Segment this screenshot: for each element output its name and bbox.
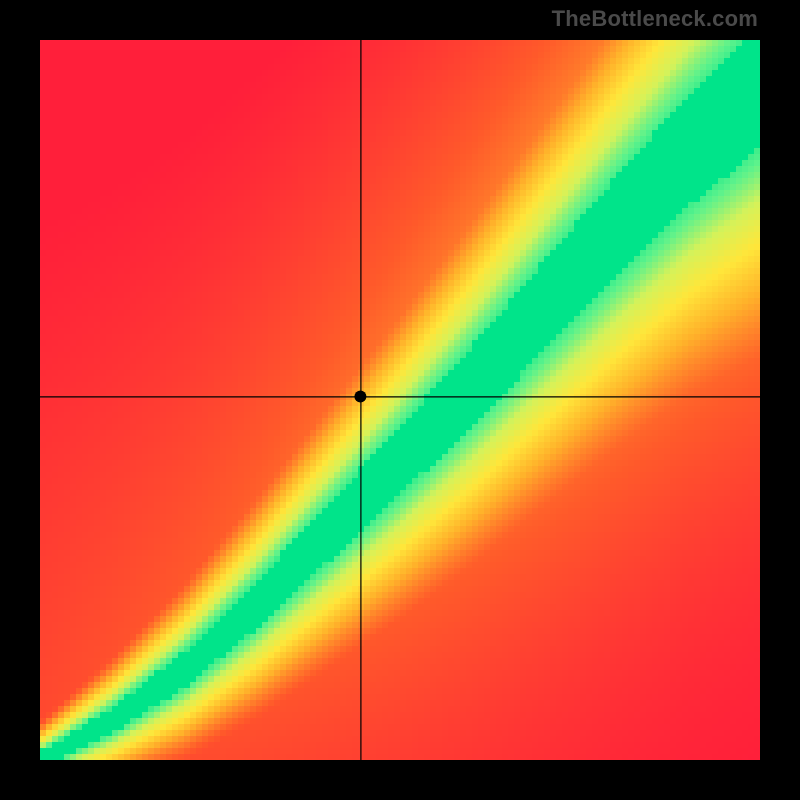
watermark-text: TheBottleneck.com xyxy=(552,6,758,32)
bottleneck-heatmap xyxy=(0,0,800,800)
